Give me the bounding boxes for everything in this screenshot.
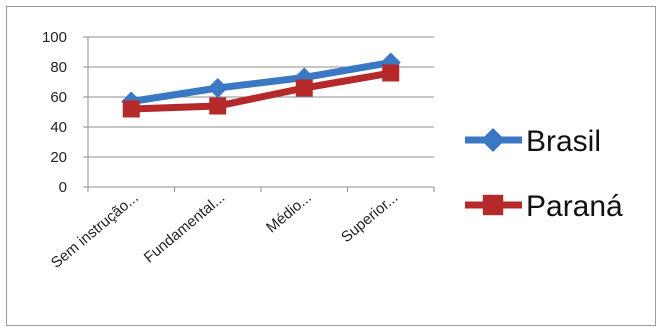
x-tick-label: Médio... — [263, 189, 315, 236]
series-layer — [121, 52, 401, 118]
legend-label: Paraná — [526, 190, 623, 223]
y-tick-label: 20 — [50, 149, 67, 166]
legend-label: Brasil — [526, 125, 601, 158]
y-tick-label: 0 — [59, 179, 67, 196]
data-point — [295, 79, 313, 97]
data-point — [207, 78, 228, 98]
x-tick-label: Fundamental... — [141, 189, 229, 266]
y-tick-label: 80 — [50, 59, 67, 76]
x-tick-label: Sem instrução... — [48, 189, 142, 272]
series-parana — [122, 64, 400, 118]
series-line — [127, 59, 395, 105]
x-tick-label: Superior... — [338, 189, 401, 246]
y-tick-label: 100 — [42, 29, 67, 46]
axes — [83, 36, 435, 192]
y-axis-ticks: 0 20 40 60 80 100 — [42, 29, 67, 196]
legend: Brasil Paraná — [465, 125, 623, 223]
y-tick-label: 60 — [50, 89, 67, 106]
chart-frame — [6, 6, 656, 326]
series-line — [127, 69, 395, 113]
x-axis-ticks: Sem instrução...Fundamental... Médio... Su… — [48, 189, 401, 272]
data-point — [382, 64, 400, 82]
y-tick-label: 40 — [50, 119, 67, 136]
legend-marker — [481, 128, 505, 152]
data-point — [122, 100, 140, 118]
data-point — [209, 97, 227, 115]
legend-item-parana: Paraná — [465, 190, 623, 223]
legend-item-brasil: Brasil — [465, 125, 601, 158]
legend-marker — [482, 194, 504, 216]
